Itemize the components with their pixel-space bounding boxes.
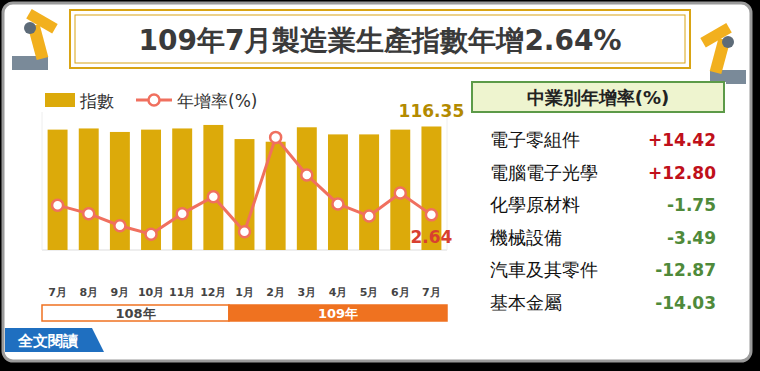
- x-tick-label: 11月: [169, 286, 195, 299]
- marker: [332, 198, 343, 209]
- marker: [426, 209, 437, 220]
- industry-value: -14.03: [655, 293, 716, 313]
- line: [58, 137, 432, 234]
- marker: [146, 229, 157, 240]
- data-labels: 116.35 2.64: [399, 101, 465, 246]
- bar: [172, 128, 192, 250]
- data-label: 116.35: [399, 101, 465, 121]
- marker: [177, 208, 188, 219]
- group-label: 109年: [318, 306, 358, 321]
- x-tick-label: 10月: [138, 286, 164, 299]
- robot-icon: [12, 9, 58, 70]
- bar: [359, 134, 379, 250]
- title-frame: [70, 10, 690, 68]
- industry-name: 基本金屬: [490, 292, 562, 313]
- bar: [235, 139, 255, 250]
- industry-name: 電腦電子光學: [490, 162, 598, 183]
- marker: [364, 211, 375, 222]
- group-band: [42, 305, 229, 321]
- group-label: 108年: [115, 306, 155, 321]
- marker: [208, 191, 219, 202]
- legend-label: 指數: [79, 91, 114, 111]
- title-frame-inner: [75, 15, 685, 63]
- x-tick-label: 9月: [111, 286, 130, 299]
- y-axis-line: [42, 112, 43, 250]
- bar: [203, 125, 223, 250]
- industry-value: -3.49: [667, 228, 716, 248]
- card: [3, 3, 751, 361]
- legend-swatch: [45, 93, 75, 107]
- table-title: 中業別年增率(%): [527, 87, 670, 108]
- industry-value: -12.87: [655, 260, 716, 280]
- legend: 指數 年增率(%): [45, 91, 257, 111]
- industry-name: 化學原材料: [490, 194, 580, 215]
- industry-value: +14.42: [648, 130, 716, 150]
- data-label: 2.64: [410, 227, 452, 247]
- canvas: 109年7月製造業生產指數年增2.64% 116.35 2.64 指數 年增率(%) 7月…: [0, 0, 760, 371]
- x-tick-label: 1月: [235, 286, 254, 299]
- marker: [83, 208, 94, 219]
- bar: [328, 134, 348, 250]
- table-header: [472, 82, 724, 112]
- marker: [114, 220, 125, 231]
- group-band: [229, 305, 447, 321]
- bar: [48, 130, 68, 250]
- x-tick-label: 3月: [297, 286, 316, 299]
- x-tick-label: 12月: [200, 286, 226, 299]
- marker: [239, 226, 250, 237]
- plot-area: [48, 125, 442, 250]
- bar: [297, 127, 317, 250]
- legend-label: 年增率(%): [177, 91, 257, 111]
- robot-joint: [722, 36, 734, 48]
- title: 109年7月製造業生產指數年增2.64%: [138, 24, 621, 57]
- marker: [301, 169, 312, 180]
- marker: [395, 188, 406, 199]
- bar: [79, 128, 99, 250]
- x-tick-label: 2月: [266, 286, 285, 299]
- industry-value: -1.75: [667, 195, 716, 215]
- legend-swatch: [149, 95, 160, 106]
- x-tick-label: 7月: [422, 286, 441, 299]
- x-tick-label: 8月: [79, 286, 98, 299]
- link-text[interactable]: 全文閱讀: [17, 332, 79, 350]
- x-tick-label: 5月: [360, 286, 379, 299]
- industry-name: 汽車及其零件: [490, 259, 598, 280]
- x-tick-label: 7月: [48, 286, 67, 299]
- x-tick-label: 4月: [329, 286, 348, 299]
- bar: [110, 132, 130, 250]
- x-tick-label: 6月: [391, 286, 410, 299]
- link-button[interactable]: [5, 328, 104, 352]
- robot-icon: [700, 23, 746, 84]
- table-panel: [470, 82, 726, 320]
- industry-value: +12.80: [648, 163, 716, 183]
- bar: [390, 130, 410, 250]
- robot-joint: [24, 22, 36, 34]
- industry-name: 電子零組件: [490, 129, 580, 150]
- industry-name: 機械設備: [490, 227, 562, 248]
- marker: [52, 200, 63, 211]
- marker: [270, 132, 281, 143]
